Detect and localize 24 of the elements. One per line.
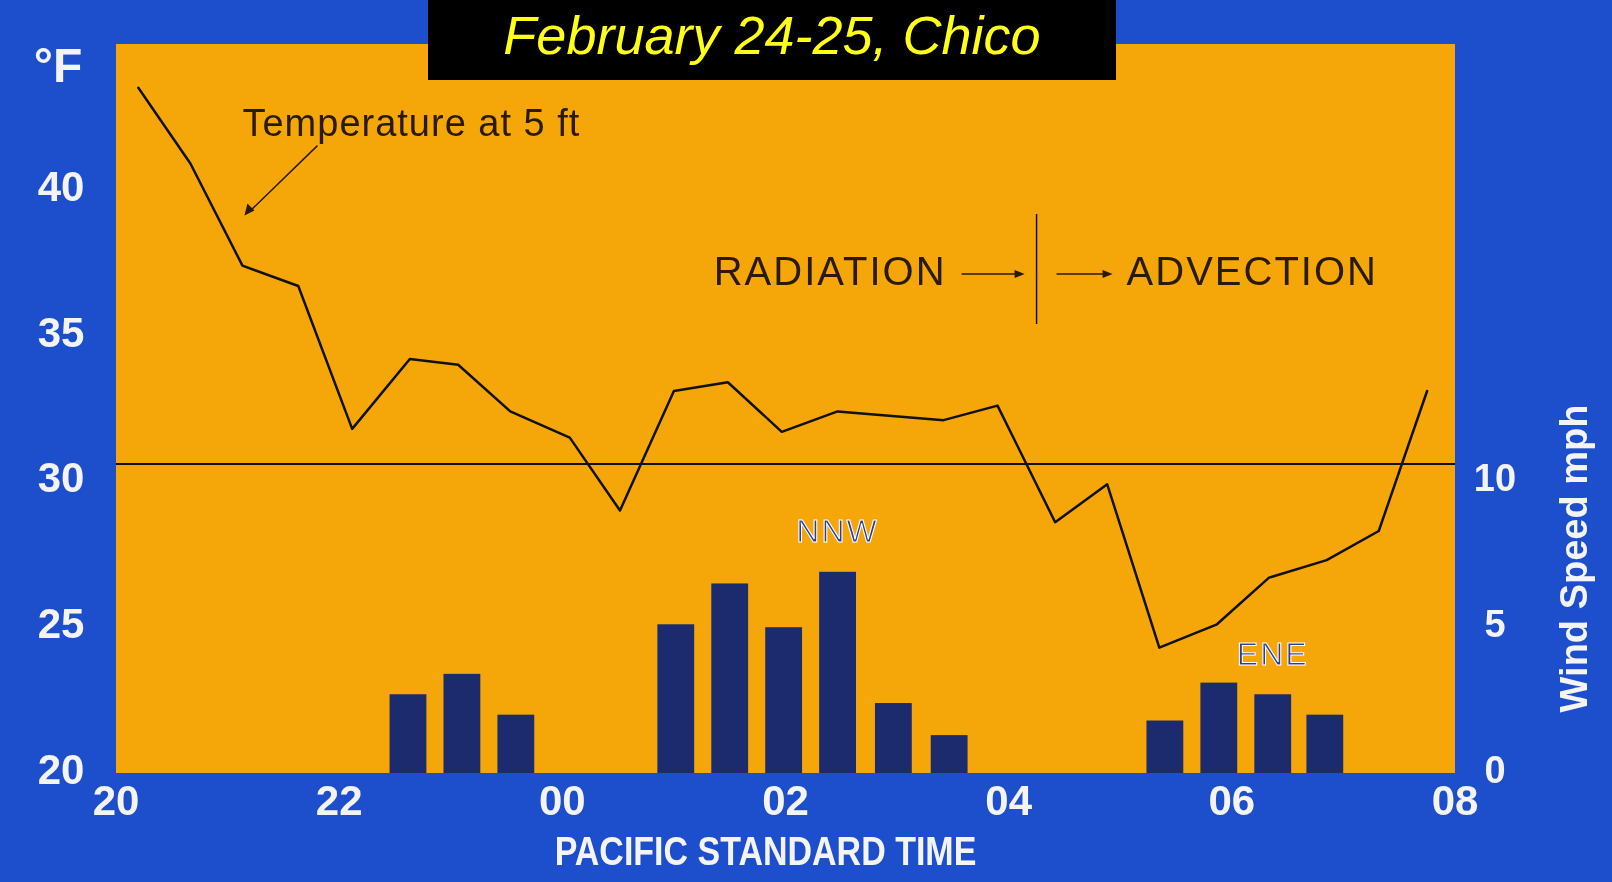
y2-tick-label: 10 — [1473, 457, 1517, 500]
y2-tick-label: 5 — [1484, 603, 1506, 646]
y2-tick-label: 0 — [1484, 749, 1506, 792]
y-tick-label: 35 — [37, 308, 85, 356]
y-tick-label: 30 — [37, 454, 85, 502]
annotation: Temperature at 5 ft — [242, 101, 581, 144]
y-tick-label: 25 — [37, 600, 85, 648]
annotation: ADVECTION — [1126, 248, 1378, 293]
x-tick-label: 22 — [315, 777, 363, 824]
x-tick-label: 06 — [1208, 777, 1256, 824]
annotation: NNW — [796, 513, 879, 550]
y-tick-label: 40 — [37, 162, 85, 210]
y-axis-title: °F — [33, 38, 83, 92]
annotation: ENE — [1236, 635, 1309, 672]
x-tick-label: 02 — [762, 777, 809, 824]
y-tick-label: 20 — [37, 746, 85, 794]
x-tick-label: 20 — [92, 777, 140, 824]
x-tick-label: 04 — [985, 777, 1033, 824]
x-tick-label: 08 — [1431, 777, 1479, 824]
chart-title: February 24-25, Chico — [503, 5, 1041, 66]
x-axis-title: PACIFIC STANDARD TIME — [554, 828, 977, 874]
x-tick-label: 00 — [538, 777, 586, 824]
annotation: RADIATION — [713, 248, 947, 293]
y2-axis-title: Wind Speed mph — [1553, 404, 1596, 713]
